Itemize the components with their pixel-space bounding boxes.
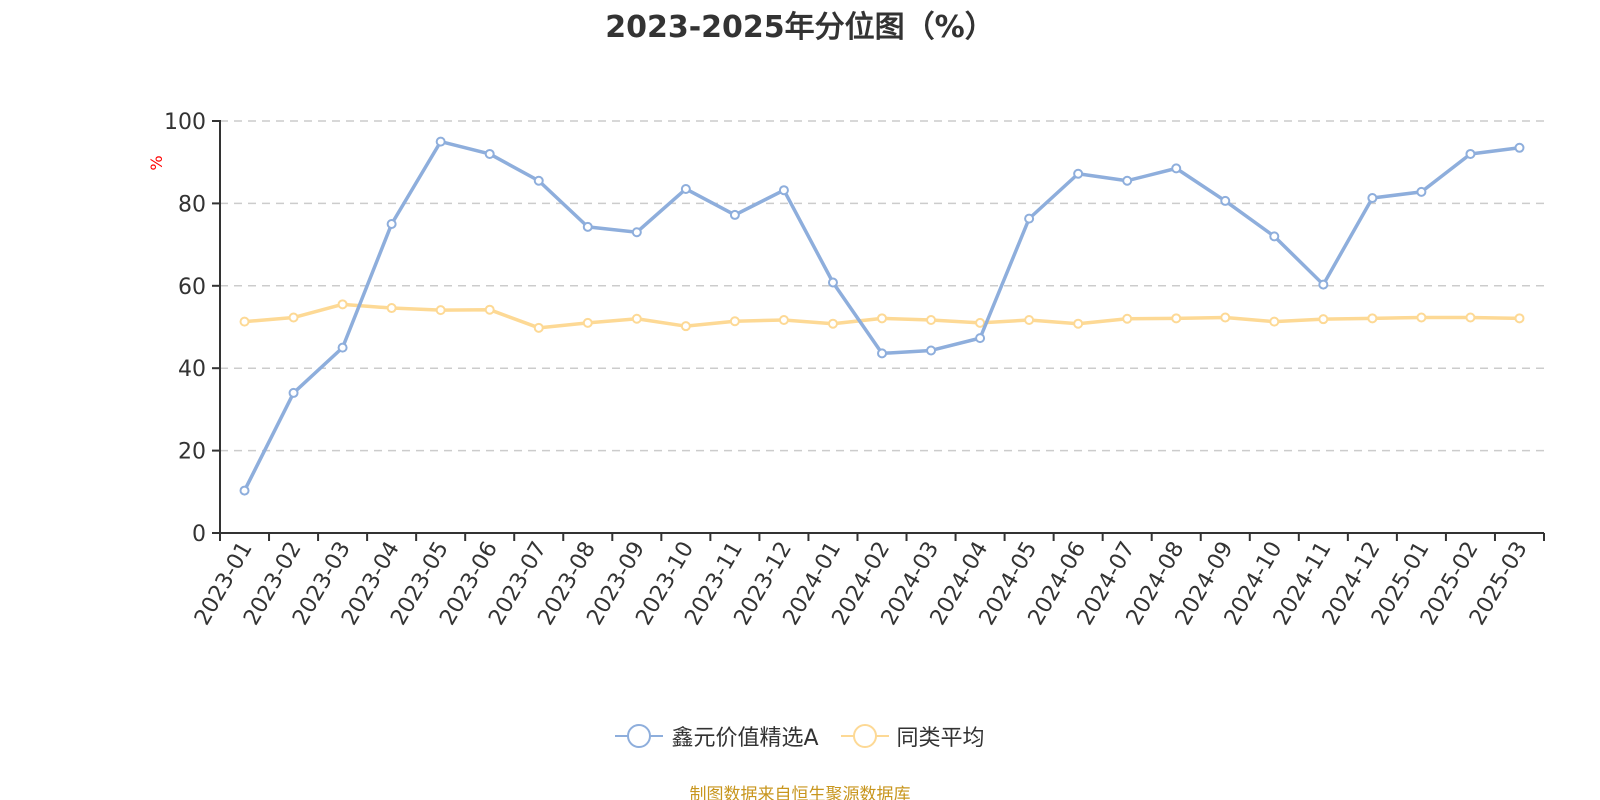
point-0-2025-01 — [1416, 186, 1427, 197]
point-0-2023-09 — [631, 227, 642, 238]
point-0-2024-02 — [877, 348, 887, 359]
y-tick-label-0: 0 — [192, 522, 206, 547]
point-0-2024-05 — [1024, 213, 1035, 224]
y-tick-label-20: 20 — [178, 440, 206, 465]
axis-layer: 020406080100%2023-012023-022023-032023-0… — [147, 110, 1545, 630]
series-0 — [239, 136, 1525, 496]
point-1-2025-02 — [1465, 312, 1476, 323]
chart-legend: 鑫元价值精选A 同类平均 — [0, 720, 1600, 752]
point-1-2023-11 — [729, 316, 740, 327]
point-0-2023-08 — [582, 221, 593, 232]
legend-marker-fund-icon — [615, 724, 664, 748]
point-0-2024-06 — [1073, 168, 1084, 179]
point-1-2023-08 — [582, 317, 593, 328]
point-1-2024-05 — [1024, 314, 1035, 325]
point-0-2023-02 — [288, 387, 299, 398]
point-0-2024-11 — [1318, 279, 1329, 290]
point-1-2024-11 — [1318, 314, 1329, 325]
point-1-2024-04 — [975, 317, 986, 328]
point-0-2023-01 — [239, 485, 250, 496]
point-1-2023-01 — [239, 316, 250, 327]
point-0-2023-05 — [435, 136, 446, 147]
point-0-2024-12 — [1367, 193, 1378, 204]
y-tick-label-40: 40 — [178, 357, 206, 382]
point-0-2024-01 — [827, 277, 838, 288]
point-1-2025-01 — [1416, 312, 1427, 323]
point-1-2024-03 — [926, 314, 937, 325]
chart-title: 2023-2025年分位图（%） — [605, 10, 995, 45]
point-0-2024-04 — [975, 333, 986, 344]
grid-layer — [220, 120, 1544, 452]
point-1-2024-09 — [1220, 312, 1231, 323]
series-1 — [239, 299, 1525, 333]
point-0-2023-12 — [778, 185, 789, 196]
point-1-2024-02 — [877, 313, 887, 324]
source-note: 制图数据来自恒生聚源数据库 — [689, 785, 911, 800]
point-0-2023-03 — [337, 342, 348, 353]
point-1-2024-01 — [827, 318, 838, 329]
y-tick-label-80: 80 — [178, 192, 206, 217]
point-0-2024-10 — [1269, 231, 1280, 242]
point-1-2025-03 — [1514, 313, 1525, 324]
point-1-2024-12 — [1367, 313, 1378, 324]
y-tick-label-100: 100 — [164, 110, 206, 135]
point-0-2024-07 — [1122, 175, 1133, 186]
legend-marker-peer-average-icon — [840, 724, 889, 748]
point-1-2023-06 — [484, 304, 495, 315]
legend-item-peer-average[interactable]: 同类平均 — [840, 720, 985, 752]
point-0-2024-09 — [1220, 195, 1231, 206]
point-1-2023-09 — [631, 313, 642, 324]
y-tick-label-60: 60 — [178, 275, 206, 300]
point-1-2023-05 — [435, 305, 446, 316]
point-0-2025-03 — [1514, 142, 1525, 153]
y-axis-label: % — [147, 155, 166, 170]
point-0-2023-07 — [533, 175, 544, 186]
point-1-2023-12 — [778, 314, 789, 325]
point-1-2024-06 — [1073, 318, 1084, 329]
point-1-2024-10 — [1269, 316, 1280, 327]
legend-label-fund: 鑫元价值精选A — [671, 726, 819, 751]
point-1-2023-04 — [386, 303, 397, 314]
series-layer — [239, 136, 1525, 496]
point-1-2023-10 — [680, 321, 691, 332]
point-0-2025-02 — [1465, 148, 1476, 159]
point-0-2024-03 — [926, 345, 937, 356]
point-0-2023-10 — [680, 183, 691, 194]
point-1-2023-07 — [533, 322, 544, 333]
point-0-2023-11 — [729, 209, 740, 220]
point-0-2023-04 — [386, 219, 397, 229]
point-0-2023-06 — [484, 148, 495, 159]
point-1-2023-03 — [337, 299, 348, 310]
point-1-2024-07 — [1122, 313, 1133, 324]
legend-label-peer-average: 同类平均 — [896, 726, 985, 751]
point-1-2023-02 — [288, 312, 299, 323]
point-0-2024-08 — [1171, 163, 1182, 174]
point-1-2024-08 — [1171, 313, 1182, 324]
legend-item-fund[interactable]: 鑫元价值精选A — [615, 720, 819, 752]
